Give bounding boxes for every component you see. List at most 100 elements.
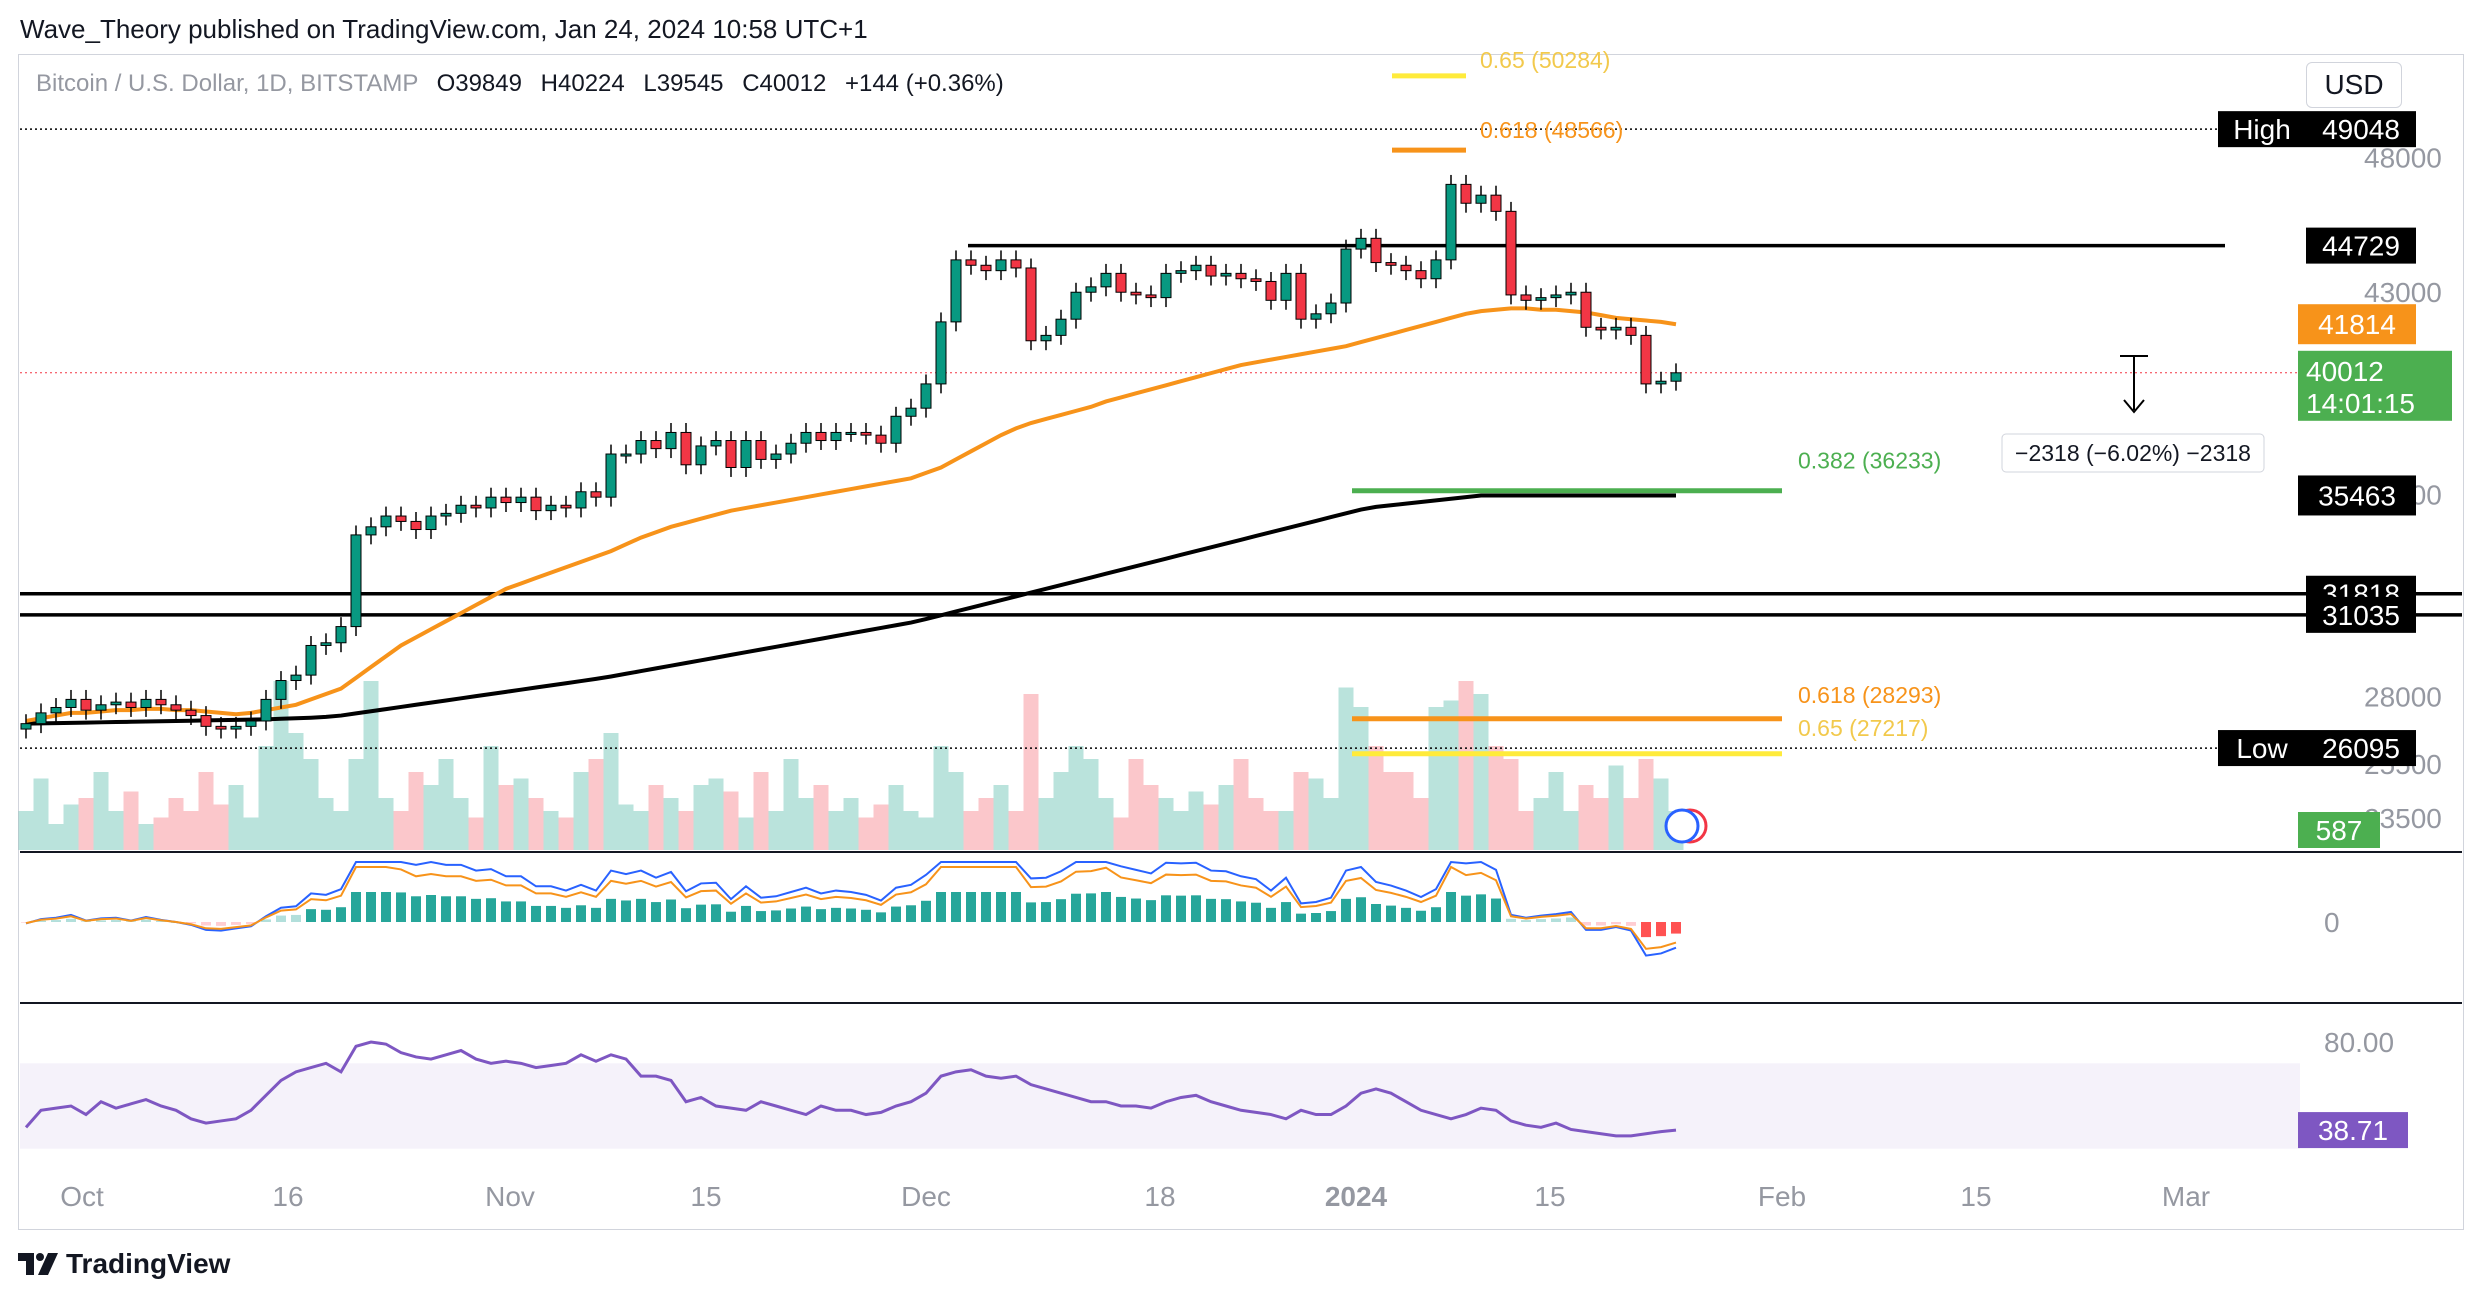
volume-bar (138, 824, 154, 850)
candle-body (1220, 272, 1232, 277)
candle-body (65, 698, 77, 708)
volume-bar (1338, 687, 1354, 850)
macd-histogram-bar (1566, 917, 1576, 922)
time-axis-label: Nov (485, 1181, 535, 1212)
candle-body (1355, 237, 1367, 250)
macd-histogram-bar (696, 904, 706, 922)
candle-body (695, 445, 707, 466)
time-axis-label: Oct (60, 1181, 104, 1212)
high-label: H (540, 70, 558, 97)
volume-bar (93, 772, 109, 850)
macd-histogram-bar (606, 898, 616, 922)
macd-histogram-bar (1221, 899, 1231, 922)
macd-histogram-bar (1086, 893, 1096, 922)
volume-bar (1608, 765, 1624, 850)
macd-signal-line (25, 865, 1677, 950)
macd-histogram-bar (831, 907, 841, 922)
candle-body (410, 520, 422, 531)
volume-bar (1578, 785, 1594, 850)
macd-histogram-bar (1281, 902, 1291, 922)
macd-histogram-bar (351, 892, 361, 922)
macd-histogram-bar (876, 912, 886, 922)
candle-body (1295, 272, 1307, 320)
candle-body (890, 415, 902, 444)
macd-histogram-bar (906, 905, 916, 922)
candle-body (1310, 313, 1322, 320)
macd-histogram-bar (1341, 898, 1351, 922)
candle-body (650, 440, 662, 450)
macd-histogram-bar (186, 922, 196, 924)
candle-body (125, 701, 137, 708)
candle-body (35, 712, 47, 725)
level-price: 31035 (2322, 600, 2400, 631)
candle-body (1055, 318, 1067, 336)
candle-body (950, 259, 962, 323)
candle-body (1610, 326, 1622, 331)
volume-bar (123, 791, 139, 850)
volume-bar (513, 778, 529, 850)
volume-bar (1653, 778, 1669, 850)
time-axis-label: Dec (901, 1181, 951, 1212)
candle-body (500, 496, 512, 504)
volume-bar (1143, 785, 1159, 850)
candle-body (665, 431, 677, 450)
macd-histogram-bar (936, 892, 946, 922)
candle-body (860, 431, 872, 436)
level-price-tag (2306, 111, 2416, 148)
rsi-band (20, 1063, 2300, 1149)
volume-bar (873, 804, 889, 850)
change-value: +144 (+0.36%) (844, 70, 1004, 97)
macd-histogram-bar (1071, 893, 1081, 922)
candle-body (725, 440, 737, 468)
candle-body (185, 709, 197, 717)
volume-bar (228, 785, 244, 850)
candle-body (245, 720, 257, 727)
volume-bar (1248, 798, 1264, 850)
ema50-price-tag (2298, 304, 2416, 345)
volume-bar (153, 817, 169, 850)
volume-bar (753, 772, 769, 850)
candle-body (1130, 291, 1142, 296)
fib-level-label: 0.65 (27217) (1798, 715, 1928, 741)
macd-histogram-bar (786, 908, 796, 922)
candle-body (710, 440, 722, 447)
candle-body (290, 674, 302, 682)
volume-bar (933, 746, 949, 850)
volume-bar (678, 811, 694, 850)
volume-bar (1023, 694, 1039, 850)
candle-body (905, 407, 917, 417)
volume-bar (588, 759, 604, 850)
volume-bar (438, 759, 454, 850)
volume-bar (213, 804, 229, 850)
volume-bar (1008, 811, 1024, 850)
candle-body (1640, 334, 1652, 385)
volume-bar (1308, 778, 1324, 850)
macd-histogram-bar (1101, 892, 1111, 922)
macd-histogram-bar (1371, 904, 1381, 922)
volume-bar (273, 681, 289, 850)
volume-bar (1473, 694, 1489, 850)
candle-body (1265, 280, 1277, 301)
volume-bar (453, 798, 469, 850)
tradingview-logo[interactable]: TradingView (18, 1248, 230, 1280)
volume-bar (1278, 811, 1294, 850)
currency-selector[interactable]: USD (2306, 62, 2402, 108)
macd-histogram-bar (1146, 900, 1156, 922)
volume-bar (378, 798, 394, 850)
price-tick-label: 48000 (2364, 142, 2442, 173)
macd-histogram-bar (546, 905, 556, 922)
macd-histogram-bar (1656, 922, 1666, 937)
time-axis-label: 18 (1144, 1181, 1175, 1212)
candle-body (1070, 291, 1082, 320)
publisher-header: Wave_Theory published on TradingView.com… (20, 14, 868, 44)
macd-histogram-bar (441, 896, 451, 922)
volume-bar (1368, 746, 1384, 850)
volume-bar (618, 804, 634, 850)
candle-body (1475, 194, 1487, 204)
macd-histogram-bar (1536, 919, 1546, 922)
volume-bar (1518, 811, 1534, 850)
macd-histogram-bar (531, 905, 541, 922)
macd-histogram-bar (1626, 922, 1636, 926)
fib-level-label: 0.618 (48566) (1480, 117, 1623, 143)
